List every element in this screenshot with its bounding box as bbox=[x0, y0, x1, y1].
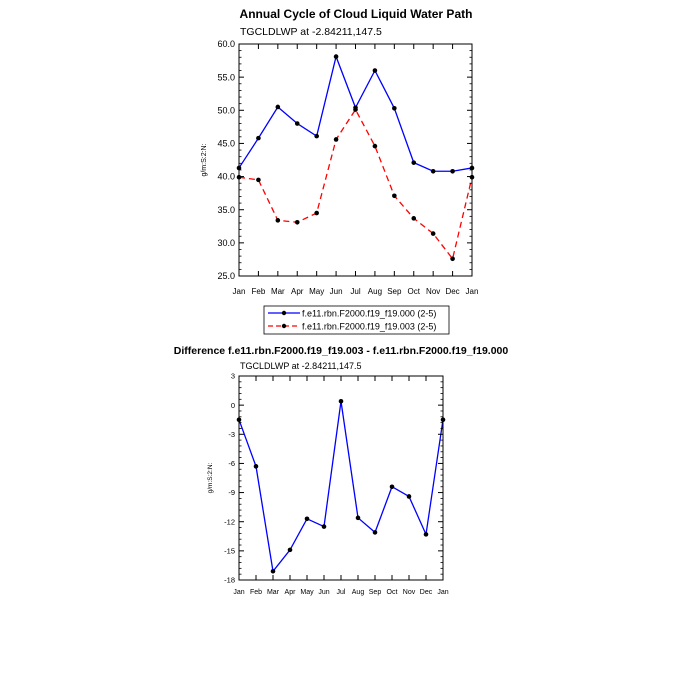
chart-2-y-tick-label: -12 bbox=[224, 517, 235, 526]
legend-marker-series-2 bbox=[281, 323, 287, 329]
chart-1-legend: f.e11.rbn.F2000.f19_f19.000 (2-5) f.e11.… bbox=[263, 305, 450, 335]
chart-1-series-2-point bbox=[333, 137, 339, 142]
legend-box bbox=[263, 305, 450, 335]
chart-1-title: Annual Cycle of Cloud Liquid Water Path bbox=[240, 7, 473, 21]
chart-1-y-tick-label: 55.0 bbox=[217, 72, 235, 82]
legend-label-series-2: f.e11.rbn.F2000.f19_f19.003 (2-5) bbox=[302, 322, 436, 332]
chart-2-y-tick-label: 0 bbox=[231, 401, 235, 410]
chart-2-x-tick-label: Dec bbox=[420, 589, 433, 596]
chart-2-x-tick-label: May bbox=[300, 589, 314, 596]
chart-1-series-1-point bbox=[314, 133, 319, 139]
chart-1-subtitle: TGCLDLWP at -2.84211,147.5 bbox=[240, 26, 382, 38]
chart-1-x-tick-label: Jan bbox=[233, 287, 246, 296]
chart-1-series-1-line bbox=[238, 54, 473, 172]
chart-1-y-tick-label: 60.0 bbox=[217, 39, 235, 49]
chart-1-series-2-point bbox=[411, 216, 417, 221]
chart-2: Difference f.e11.rbn.F2000.f19_f19.003 -… bbox=[174, 345, 509, 596]
chart-1-y-tick-label: 45.0 bbox=[217, 139, 235, 149]
chart-1-y-tick-label: 25.0 bbox=[217, 271, 235, 281]
chart-2-series-1-point bbox=[270, 568, 276, 574]
chart-1-series-1-point bbox=[450, 168, 455, 174]
chart-2-series-1-point bbox=[406, 494, 412, 499]
chart-1-series-1-point bbox=[294, 121, 300, 126]
chart-1-series-2-point bbox=[353, 107, 358, 112]
chart-1-y-tick-label: 50.0 bbox=[217, 105, 235, 115]
chart-1-x-tick-label: May bbox=[309, 287, 324, 296]
chart-1-x-tick-label: Jun bbox=[330, 287, 343, 296]
chart-2-y-tick-label: -6 bbox=[228, 459, 235, 468]
chart-2-y-tick-label: 3 bbox=[231, 372, 235, 381]
chart-2-series-1-point bbox=[287, 547, 293, 553]
chart-2-subtitle: TGCLDLWP at -2.84211,147.5 bbox=[240, 361, 362, 371]
chart-1-series-2-point bbox=[275, 218, 281, 223]
chart-2-y-tick-label: -9 bbox=[228, 488, 235, 497]
chart-2-x-tick-label: Mar bbox=[267, 589, 280, 596]
chart-1-series-1-point bbox=[275, 104, 281, 110]
chart-2-x-tick-label: Jul bbox=[337, 589, 346, 596]
chart-2-x-tick-label: Feb bbox=[250, 589, 262, 596]
chart-1-x-tick-label: Apr bbox=[291, 287, 304, 296]
chart-2-series-1-point bbox=[355, 515, 361, 521]
chart-2-y-tick-label: -18 bbox=[224, 576, 235, 585]
chart-2-x-tick-label: Jan bbox=[437, 589, 448, 596]
chart-1-series-1-point bbox=[430, 168, 436, 174]
chart-2-title: Difference f.e11.rbn.F2000.f19_f19.003 -… bbox=[174, 345, 509, 357]
chart-1-y-tick-label: 30.0 bbox=[217, 238, 235, 248]
chart-2-x-tick-label: Jun bbox=[318, 589, 329, 596]
chart-1-x-tick-label: Mar bbox=[271, 287, 285, 296]
chart-2-y-axis-label: g/m:S:2:N: bbox=[207, 462, 214, 493]
chart-1-series-1-point bbox=[256, 135, 261, 141]
chart-1-series-2-point bbox=[314, 210, 319, 216]
chart-2-x-tick-label: Jan bbox=[233, 589, 244, 596]
chart-2-y-tick-label: -3 bbox=[228, 430, 235, 439]
chart-1-x-tick-label: Sep bbox=[387, 287, 402, 296]
chart-2-plot-frame bbox=[238, 375, 444, 581]
chart-1-series-1-point bbox=[411, 160, 417, 165]
chart-1-x-tick-label: Nov bbox=[426, 287, 440, 296]
chart-1-series-2-point bbox=[256, 177, 261, 183]
chart-1-x-tick-label: Oct bbox=[408, 287, 421, 296]
chart-2-series-1-point bbox=[389, 484, 395, 490]
chart-1-series-2-point bbox=[430, 231, 436, 236]
chart-1-series-2-point bbox=[294, 220, 300, 225]
chart-1: Annual Cycle of Cloud Liquid Water Path … bbox=[201, 7, 478, 296]
chart-1-x-tick-label: Aug bbox=[368, 287, 382, 296]
chart-2-series-1-line bbox=[238, 401, 444, 573]
legend-label-series-1: f.e11.rbn.F2000.f19_f19.000 (2-5) bbox=[302, 309, 436, 319]
chart-2-series-1-point bbox=[304, 516, 310, 522]
chart-1-series-2-point bbox=[450, 256, 455, 262]
chart-1-y-tick-label: 40.0 bbox=[217, 172, 235, 182]
chart-2-series-1-point bbox=[372, 530, 378, 535]
chart-2-series-1-point bbox=[338, 398, 344, 404]
chart-1-series-2-line bbox=[238, 108, 473, 261]
chart-2-series-1-point bbox=[253, 464, 259, 469]
chart-1-series-2-point bbox=[372, 143, 378, 149]
chart-1-series-1-point bbox=[333, 54, 339, 59]
chart-1-x-tick-label: Feb bbox=[252, 287, 266, 296]
chart-2-x-tick-label: Aug bbox=[352, 589, 365, 596]
chart-2-y-tick-label: -15 bbox=[224, 546, 235, 555]
chart-1-series-1-point bbox=[392, 105, 397, 111]
chart-1-series-1-point bbox=[372, 68, 378, 73]
chart-1-x-tick-label: Dec bbox=[445, 287, 459, 296]
chart-1-y-axis-label: g/m:S:2:N: bbox=[201, 143, 208, 176]
chart-2-series-1-point bbox=[321, 524, 327, 529]
chart-2-series-1-point bbox=[423, 532, 429, 537]
chart-1-plot-frame bbox=[238, 43, 473, 277]
legend-marker-series-1 bbox=[281, 310, 287, 316]
chart-1-x-tick-label: Jul bbox=[350, 287, 360, 296]
chart-2-x-tick-label: Oct bbox=[387, 589, 398, 596]
chart-2-x-tick-label: Sep bbox=[369, 589, 382, 596]
chart-1-series-2-point bbox=[392, 193, 397, 199]
chart-1-y-tick-label: 35.0 bbox=[217, 205, 235, 215]
chart-1-x-tick-label: Jan bbox=[466, 287, 479, 296]
chart-2-x-tick-label: Nov bbox=[403, 589, 416, 596]
chart-2-x-tick-label: Apr bbox=[285, 589, 297, 596]
